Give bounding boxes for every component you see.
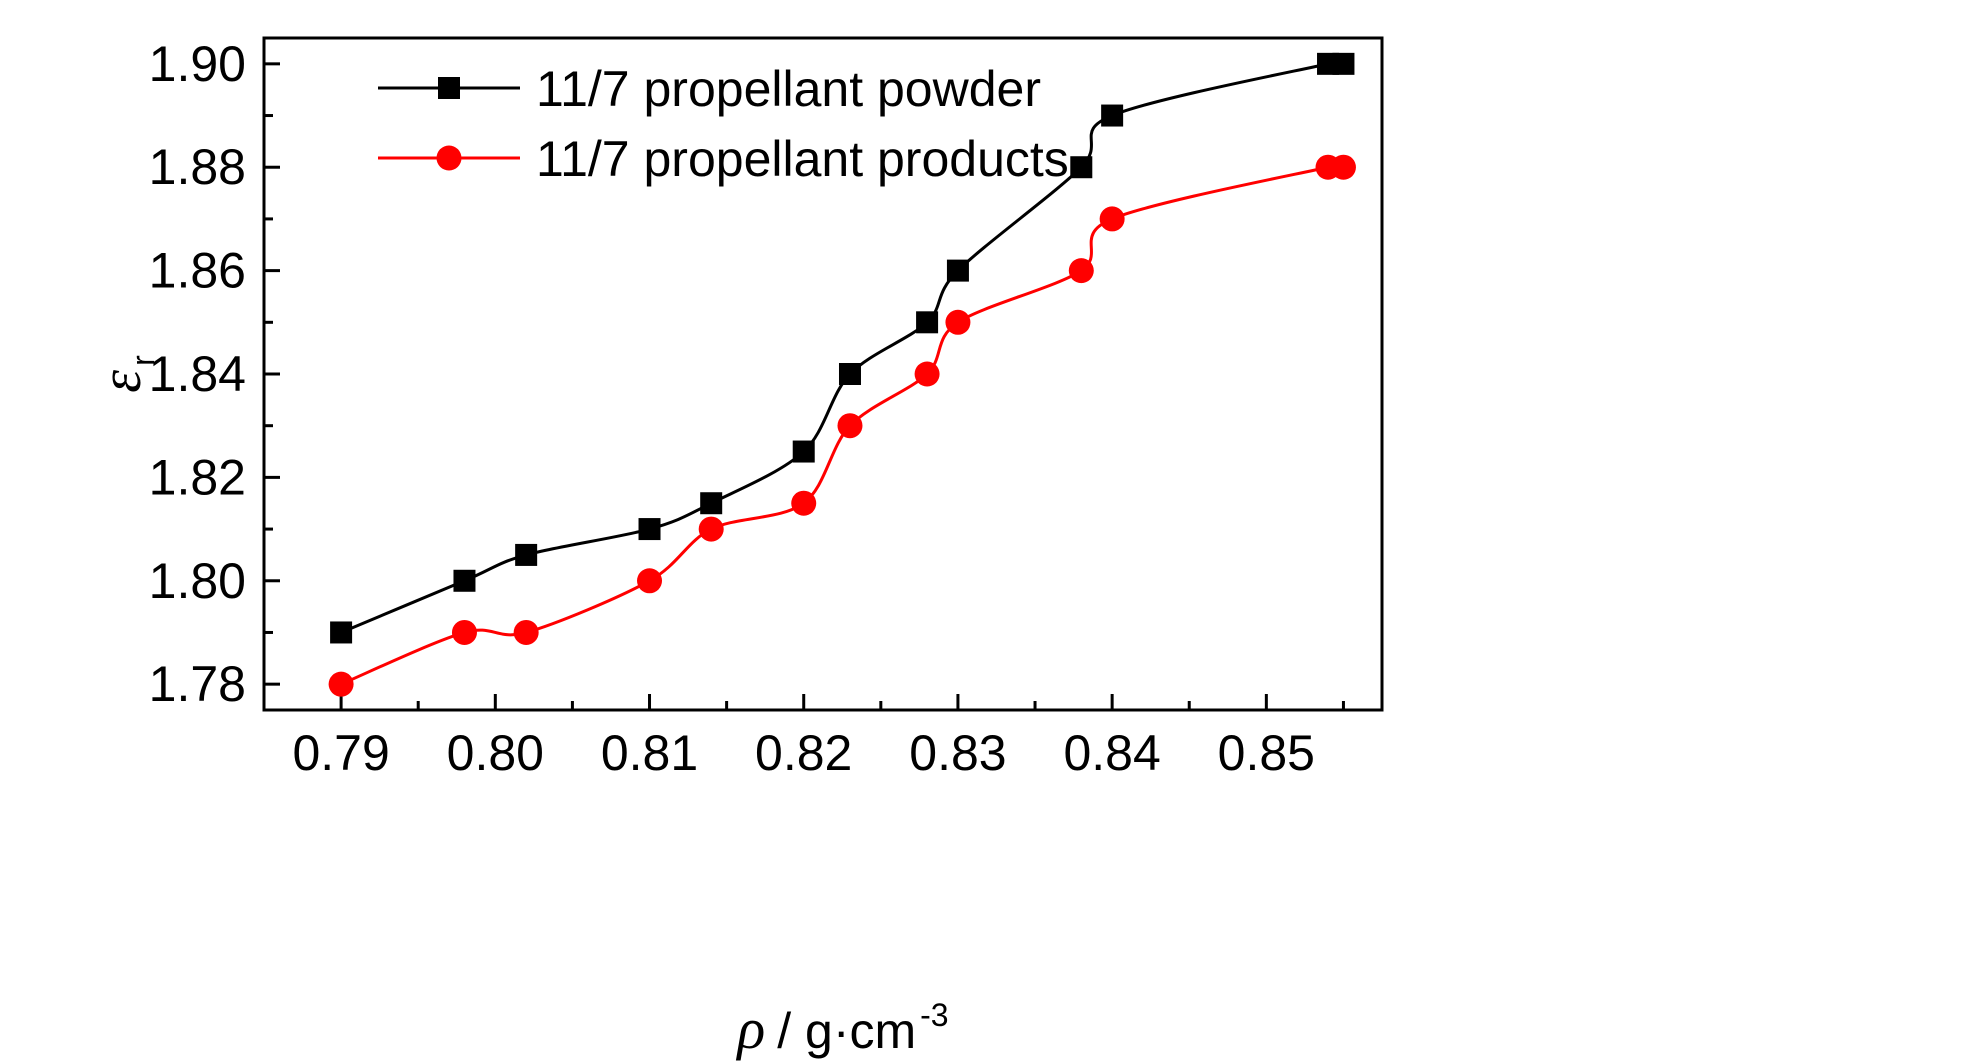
- data-point-square: [916, 311, 939, 334]
- data-point-circle: [945, 309, 971, 335]
- y-axis-ticks: 1.78 1.80 1.82 1.84 1.86 1.88 1.90: [149, 36, 280, 712]
- y-tick-label: 1.80: [149, 553, 246, 609]
- data-point-circle: [513, 619, 539, 645]
- data-point-square: [700, 492, 723, 515]
- data-point-circle: [698, 516, 724, 542]
- data-point-square-legend: [438, 77, 460, 99]
- data-point-square: [1070, 156, 1093, 179]
- x-axis-ticks: 0.79 0.80 0.81 0.82 0.83 0.84 0.85: [292, 694, 1345, 781]
- y-axis-subscript: r: [125, 355, 161, 366]
- data-point-square: [1101, 104, 1124, 127]
- y-tick-label: 1.84: [149, 346, 246, 402]
- data-point-circle: [328, 671, 354, 697]
- y-tick-label: 1.90: [149, 36, 246, 92]
- data-point-square: [330, 621, 353, 644]
- y-tick-label: 1.82: [149, 449, 246, 505]
- y-axis-label: ε r: [88, 355, 161, 393]
- legend-label: 11/7 propellant products: [536, 131, 1069, 187]
- data-point-square: [453, 569, 476, 592]
- data-point-circle: [1099, 206, 1125, 232]
- data-point-circle: [637, 568, 663, 594]
- data-point-square: [515, 543, 538, 566]
- x-tick-label: 0.85: [1218, 725, 1315, 781]
- data-point-square: [838, 363, 861, 385]
- data-point-square: [946, 259, 969, 282]
- x-axis-symbol: ρ: [735, 996, 765, 1061]
- data-point-circle: [1330, 154, 1356, 180]
- x-tick-label: 0.79: [292, 725, 389, 781]
- y-tick-label: 1.78: [149, 656, 246, 712]
- x-axis-unit: / g·cm: [777, 1003, 916, 1059]
- legend: 11/7 propellant powder 11/7 propellant pr…: [378, 61, 1069, 187]
- series-powder: [330, 52, 1355, 644]
- data-point-circle: [451, 619, 477, 645]
- x-tick-label: 0.81: [601, 725, 698, 781]
- data-point-circle-legend: [436, 145, 462, 171]
- y-axis-symbol: ε: [88, 370, 153, 393]
- series-products: [328, 154, 1356, 697]
- x-tick-label: 0.80: [447, 725, 544, 781]
- y-tick-label: 1.88: [149, 139, 246, 195]
- data-point-square: [1332, 52, 1355, 75]
- data-point-circle: [791, 490, 817, 516]
- x-tick-label: 0.84: [1063, 725, 1160, 781]
- data-point-circle: [837, 413, 863, 439]
- legend-label: 11/7 propellant powder: [536, 61, 1041, 117]
- series-layer: [328, 52, 1356, 697]
- data-point-circle: [1068, 258, 1094, 284]
- x-tick-label: 0.82: [755, 725, 852, 781]
- plot-frame: [262, 36, 1384, 712]
- y-tick-label: 1.86: [149, 243, 246, 299]
- x-tick-label: 0.83: [909, 725, 1006, 781]
- x-axis-label: ρ / g·cm -3: [735, 996, 948, 1061]
- data-point-square: [638, 518, 661, 541]
- data-point-circle: [914, 361, 940, 387]
- x-axis-unit-exponent: -3: [920, 997, 948, 1033]
- data-point-square: [792, 440, 815, 463]
